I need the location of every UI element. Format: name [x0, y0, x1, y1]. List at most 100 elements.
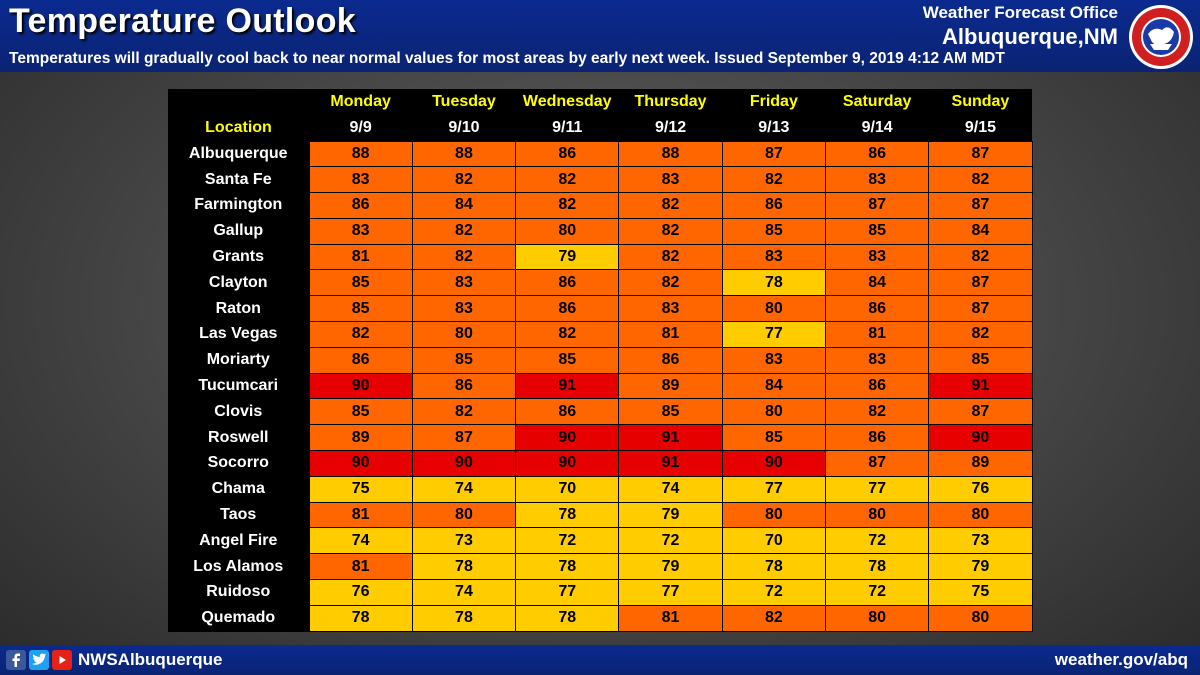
temperature-cell: 74: [618, 475, 723, 503]
temperature-cell: 78: [824, 553, 930, 581]
table-row: Farmington 86 84 82 82 86 87 87: [168, 192, 1033, 219]
youtube-icon[interactable]: [52, 650, 72, 670]
temperature-cell: 83: [308, 166, 413, 194]
temperature-cell: 86: [515, 140, 620, 168]
temperature-cell: 82: [824, 398, 930, 426]
location-cell: Los Alamos: [168, 553, 309, 580]
location-cell: Roswell: [168, 424, 309, 451]
temperature-cell: 79: [515, 243, 620, 271]
location-cell: Ruidoso: [168, 579, 309, 606]
temperature-cell: 81: [618, 604, 723, 632]
temperature-table: Monday Tuesday Wednesday Thursday Friday…: [168, 89, 1033, 632]
temperature-cell: 86: [515, 398, 620, 426]
date-header: 9/13: [722, 115, 826, 141]
date-header: 9/14: [825, 115, 929, 141]
office-name: Weather Forecast Office: [922, 3, 1118, 22]
location-cell: Angel Fire: [168, 527, 309, 554]
temperature-cell: 90: [721, 450, 826, 477]
temperature-cell: 82: [721, 604, 826, 632]
temperature-cell: 73: [928, 527, 1033, 555]
temperature-cell: 82: [721, 166, 826, 194]
temperature-cell: 73: [411, 527, 517, 555]
temperature-cell: 76: [928, 475, 1033, 503]
temperature-cell: 78: [721, 269, 826, 297]
temperature-cell: 90: [515, 450, 620, 477]
temperature-cell: 81: [308, 501, 413, 529]
temperature-cell: 80: [824, 501, 930, 529]
temperature-cell: 80: [721, 501, 826, 529]
table-row: Taos 81 80 78 79 80 80 80: [168, 501, 1033, 529]
table-row: Las Vegas 82 80 82 81 77 81 82: [168, 321, 1033, 348]
temperature-cell: 80: [411, 501, 517, 529]
temperature-cell: 91: [515, 372, 620, 400]
temperature-cell: 89: [308, 424, 413, 452]
temperature-cell: 82: [618, 269, 723, 297]
temperature-cell: 77: [824, 475, 930, 503]
temperature-cell: 83: [618, 166, 723, 194]
location-cell: Quemado: [168, 605, 309, 632]
temperature-cell: 78: [308, 604, 413, 632]
location-header: Location: [168, 115, 309, 141]
temperature-cell: 86: [515, 295, 620, 323]
temperature-cell: 81: [618, 321, 723, 348]
temperature-cell: 89: [618, 372, 723, 400]
page-title: Temperature Outlook: [9, 2, 357, 40]
temperature-cell: 70: [515, 475, 620, 503]
temperature-cell: 78: [411, 553, 517, 581]
temperature-cell: 89: [928, 450, 1033, 477]
temperature-cell: 78: [515, 553, 620, 581]
temperature-cell: 80: [928, 604, 1033, 632]
temperature-cell: 84: [928, 217, 1033, 245]
temperature-cell: 87: [928, 269, 1033, 297]
page-subtitle: Temperatures will gradually cool back to…: [9, 50, 1005, 67]
temperature-cell: 76: [308, 579, 413, 606]
temperature-cell: 80: [721, 295, 826, 323]
date-header: 9/9: [309, 115, 413, 141]
temperature-cell: 72: [515, 527, 620, 555]
temperature-cell: 86: [308, 346, 413, 374]
location-cell: Socorro: [168, 450, 309, 477]
temperature-cell: 80: [411, 321, 517, 348]
temperature-cell: 84: [824, 269, 930, 297]
header-blank: [168, 89, 309, 115]
temperature-cell: 85: [308, 398, 413, 426]
temperature-cell: 83: [721, 346, 826, 374]
social-handle[interactable]: NWSAlbuquerque: [78, 650, 223, 669]
date-header: 9/10: [412, 115, 516, 141]
temperature-cell: 81: [308, 553, 413, 581]
website-link[interactable]: weather.gov/abq: [1054, 650, 1188, 669]
temperature-cell: 84: [721, 372, 826, 400]
facebook-icon[interactable]: [6, 650, 26, 670]
temperature-cell: 86: [824, 295, 930, 323]
temperature-cell: 80: [928, 501, 1033, 529]
temperature-cell: 83: [721, 243, 826, 271]
location-cell: Albuquerque: [168, 141, 309, 167]
temperature-cell: 79: [618, 553, 723, 581]
temperature-cell: 72: [618, 527, 723, 555]
temperature-cell: 77: [721, 475, 826, 503]
location-cell: Moriarty: [168, 347, 309, 374]
temperature-cell: 75: [928, 579, 1033, 606]
temperature-cell: 77: [515, 579, 620, 606]
temperature-cell: 90: [308, 372, 413, 400]
temperature-cell: 86: [515, 269, 620, 297]
temperature-cell: 82: [411, 243, 517, 271]
location-cell: Clovis: [168, 398, 309, 425]
temperature-cell: 87: [928, 398, 1033, 426]
temperature-cell: 80: [824, 604, 930, 632]
temperature-cell: 82: [411, 398, 517, 426]
temperature-cell: 86: [721, 192, 826, 219]
table-row: Quemado 78 78 78 81 82 80 80: [168, 604, 1033, 632]
temperature-cell: 86: [411, 372, 517, 400]
table-row: Gallup 83 82 80 82 85 85 84: [168, 217, 1033, 245]
table-row: Raton 85 83 86 83 80 86 87: [168, 295, 1033, 323]
temperature-cell: 70: [721, 527, 826, 555]
temperature-cell: 83: [824, 166, 930, 194]
location-cell: Raton: [168, 295, 309, 322]
table-row: Clovis 85 82 86 85 80 82 87: [168, 398, 1033, 426]
temperature-cell: 85: [515, 346, 620, 374]
temperature-cell: 82: [618, 192, 723, 219]
temperature-cell: 90: [308, 450, 413, 477]
table-row: Grants 81 82 79 82 83 83 82: [168, 243, 1033, 271]
twitter-icon[interactable]: [29, 650, 49, 670]
